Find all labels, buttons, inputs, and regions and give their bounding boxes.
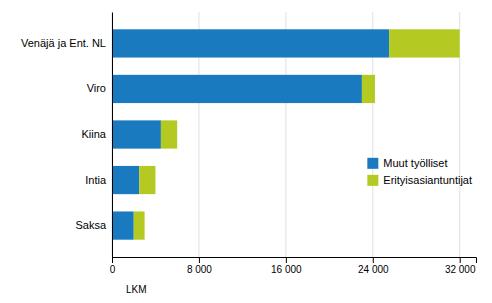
x-tick: 8 000 [187,257,212,275]
legend-label: Erityisasiantuntijat [383,174,472,186]
x-tick-mark [286,257,287,263]
y-tick: Venäjä ja Ent. NL [21,37,106,49]
x-tick-label: 32 000 [445,264,476,275]
x-tick-mark [460,257,461,263]
legend-swatch [367,158,378,169]
legend: Muut työlliset Erityisasiantuntijat [367,157,472,186]
bar [112,29,389,57]
x-tick-mark [373,257,374,263]
x-tick: 16 000 [271,257,302,275]
bar [112,166,139,194]
x-axis-title: LKM [126,284,147,295]
y-tick: Viro [87,82,106,94]
x-tick-label: 8 000 [187,264,212,275]
legend-item: Muut työlliset [367,157,447,169]
x-axis-line [113,258,477,264]
bar [139,166,155,194]
legend-label: Muut työlliset [383,157,447,169]
bar [112,75,362,103]
grid-line [112,12,113,257]
y-tick: Intia [85,174,107,186]
legend-item: Erityisasiantuntijat [367,174,472,186]
x-tick-label: 24 000 [358,264,389,275]
y-axis-line [112,13,113,258]
bar [161,120,177,148]
legend-swatch [367,175,378,186]
chart: 0 8 000 16 000 24 000 32 000 Saksa Intia Kiina V… [0,0,492,303]
grid [112,12,460,257]
y-axis: Saksa Intia Kiina Viro Venäjä ja Ent. NL [21,13,113,258]
y-tick-label: Kiina [82,128,107,140]
x-tick: 0 [110,257,116,275]
x-tick-label: 0 [110,264,116,275]
x-tick: 24 000 [358,257,389,275]
y-tick: Kiina [82,128,107,140]
x-tick-mark [199,257,200,263]
x-tick: 32 000 [445,257,476,275]
series [112,29,389,239]
y-tick-label: Saksa [75,219,106,231]
x-axis: 0 8 000 16 000 24 000 32 000 [110,257,477,275]
x-tick-label: 16 000 [271,264,302,275]
y-tick-label: Viro [87,82,106,94]
plot: 0 8 000 16 000 24 000 32 000 Saksa Intia Kiina V… [21,12,477,295]
series [134,29,460,239]
bar [362,75,375,103]
y-tick-label: Intia [85,174,107,186]
y-tick-label: Venäjä ja Ent. NL [21,37,106,49]
x-tick-mark [112,257,113,263]
bars [112,29,460,239]
bar [112,211,134,239]
bar [389,29,460,57]
y-tick: Saksa [75,219,106,231]
bar [134,211,145,239]
bar [112,120,161,148]
